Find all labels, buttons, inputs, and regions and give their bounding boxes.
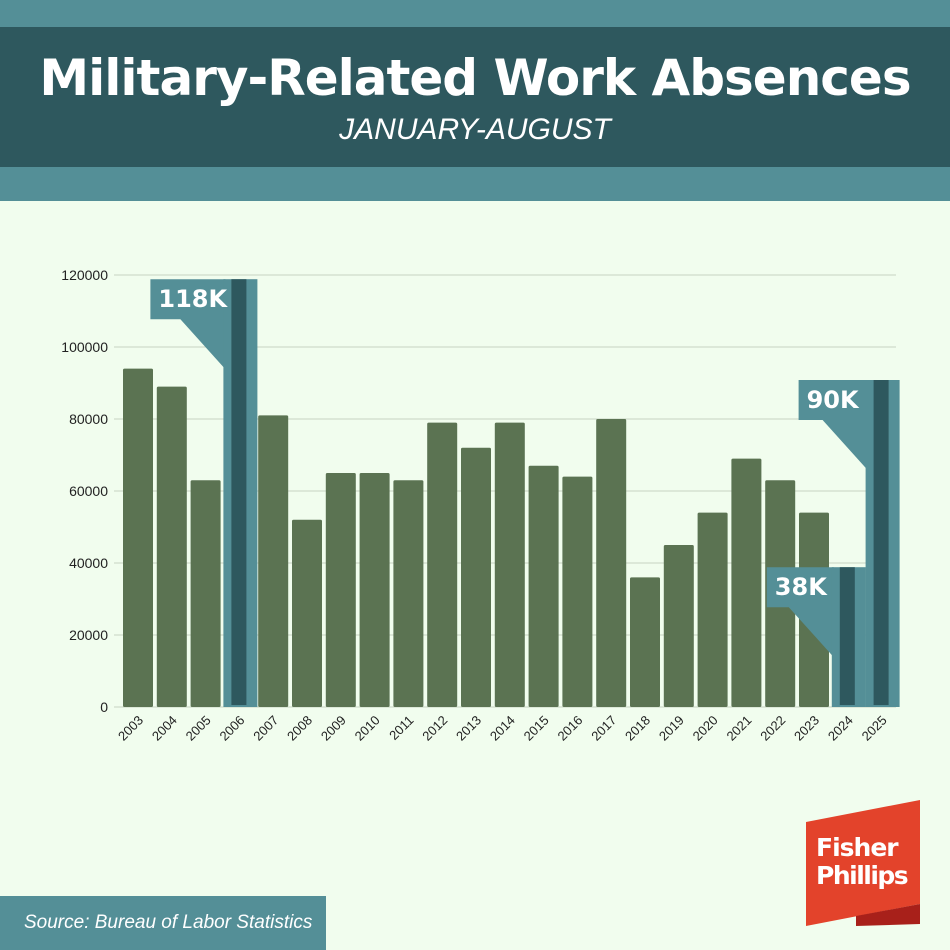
x-tick-label: 2025 — [859, 713, 890, 744]
bar-2019 — [663, 545, 694, 707]
x-tick-label: 2006 — [216, 713, 247, 744]
x-tick-label: 2016 — [554, 713, 585, 744]
bar-2015 — [528, 465, 559, 707]
bar-2020 — [697, 512, 728, 707]
callout-2006 — [150, 279, 226, 370]
bar-2005 — [190, 480, 221, 707]
callout-2024 — [766, 567, 834, 658]
logo-line2: Phillips — [816, 861, 908, 890]
x-tick-label: 2018 — [622, 713, 653, 744]
bar-2007 — [258, 415, 289, 707]
top-band — [0, 0, 950, 27]
source-note: Source: Bureau of Labor Statistics — [0, 896, 326, 950]
y-tick-label: 80000 — [69, 411, 108, 427]
bar-2014 — [494, 422, 525, 707]
bar-2008 — [292, 519, 322, 707]
bar-2025 — [873, 380, 889, 705]
fisher-phillips-logo: Fisher Phillips — [806, 800, 920, 926]
bar-2024 — [839, 567, 855, 705]
bar-2010 — [359, 473, 390, 707]
bar-2012 — [427, 422, 458, 707]
x-tick-label: 2019 — [656, 713, 687, 744]
x-tick-label: 2013 — [453, 713, 484, 744]
bar-2003 — [123, 368, 153, 707]
x-tick-label: 2017 — [588, 713, 619, 744]
x-tick-label: 2023 — [791, 713, 822, 744]
x-tick-label: 2007 — [250, 713, 281, 744]
x-tick-label: 2020 — [690, 713, 721, 744]
y-tick-label: 0 — [100, 699, 108, 715]
y-tick-label: 60000 — [69, 483, 108, 499]
x-tick-label: 2005 — [183, 713, 214, 744]
x-tick-label: 2015 — [521, 713, 552, 744]
bar-2021 — [731, 458, 762, 707]
x-tick-label: 2004 — [149, 713, 180, 744]
bar-2004 — [156, 386, 187, 707]
bar-2013 — [461, 447, 491, 707]
bar-2017 — [596, 419, 627, 707]
x-tick-label: 2003 — [115, 713, 146, 744]
x-tick-label: 2022 — [757, 713, 788, 744]
page-title: Military-Related Work Absences — [39, 49, 911, 107]
x-tick-label: 2021 — [723, 713, 754, 744]
callout-label-2006: 118K — [158, 285, 228, 313]
y-tick-label: 40000 — [69, 555, 108, 571]
bar-2016 — [562, 476, 593, 707]
callout-2025 — [798, 380, 868, 470]
bar-2011 — [393, 480, 424, 707]
callout-label-2024: 38K — [775, 573, 828, 601]
bar-2006 — [231, 279, 247, 705]
bar-2009 — [325, 473, 356, 707]
x-tick-label: 2014 — [487, 713, 518, 744]
x-tick-label: 2008 — [284, 713, 315, 744]
y-tick-label: 100000 — [61, 339, 108, 355]
header: Military-Related Work Absences JANUARY-A… — [0, 27, 950, 167]
callout-label-2025: 90K — [807, 386, 860, 414]
x-tick-label: 2011 — [386, 713, 416, 743]
x-tick-label: 2012 — [419, 713, 450, 744]
y-tick-label: 20000 — [69, 627, 108, 643]
x-tick-label: 2009 — [318, 713, 349, 744]
x-tick-label: 2024 — [825, 713, 856, 744]
y-tick-label: 120000 — [61, 267, 108, 283]
bar-2018 — [630, 577, 660, 707]
header-bottom-band — [0, 167, 950, 201]
x-tick-label: 2010 — [352, 713, 383, 744]
logo-line1: Fisher — [816, 833, 899, 862]
page-subtitle: JANUARY-AUGUST — [339, 113, 611, 146]
